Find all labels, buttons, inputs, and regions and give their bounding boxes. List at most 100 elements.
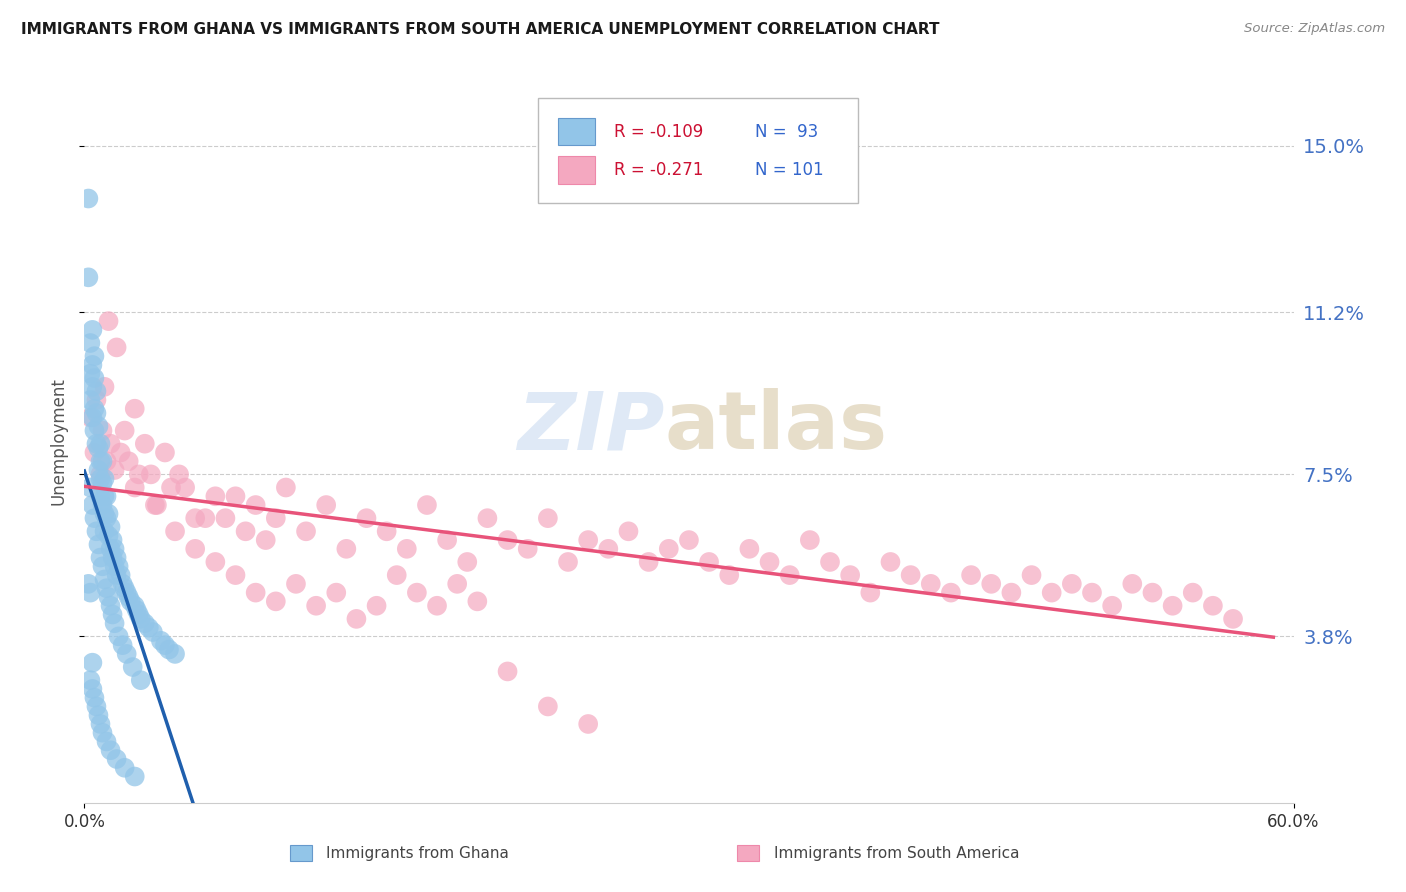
Point [1101,599,1123,613]
Point [366,599,388,613]
Point [100,520,122,534]
Point [91,424,114,438]
Point [436,533,458,547]
Point [87,419,110,434]
Point [82,323,104,337]
Bar [737,846,759,862]
Text: IMMIGRANTS FROM GHANA VS IMMIGRANTS FROM SOUTH AMERICA UNEMPLOYMENT CORRELATION : IMMIGRANTS FROM GHANA VS IMMIGRANTS FROM… [21,22,939,37]
Point [79,336,101,351]
Point [738,541,761,556]
Point [82,498,104,512]
Point [83,371,105,385]
Point [264,594,287,608]
Point [346,612,368,626]
Point [87,463,110,477]
Point [125,603,148,617]
Point [89,436,111,450]
Point [697,555,720,569]
Point [537,511,560,525]
Point [91,454,114,468]
Point [658,541,681,556]
Point [1161,599,1184,613]
Point [516,541,538,556]
Point [138,621,160,635]
Point [111,577,134,591]
Point [93,524,115,539]
Point [678,533,700,547]
Point [101,550,124,565]
Point [142,625,165,640]
Point [225,489,247,503]
Point [1121,577,1143,591]
Point [960,568,983,582]
Point [93,507,115,521]
Point [124,599,146,613]
Point [496,533,519,547]
Point [128,607,150,622]
Point [89,472,111,486]
Point [426,599,449,613]
Point [86,406,108,420]
Point [77,577,100,591]
Point [1181,585,1204,599]
Point [100,599,122,613]
Point [146,498,169,512]
Point [839,568,862,582]
Point [124,481,146,495]
Point [111,638,134,652]
Point [143,498,166,512]
Point [97,590,120,604]
Text: N = 101: N = 101 [755,161,824,179]
Point [101,533,124,547]
Point [82,410,104,425]
Bar [558,118,595,145]
Point [79,673,101,688]
Point [96,734,118,748]
Bar [558,156,595,184]
Point [325,585,347,599]
Point [118,590,141,604]
Point [79,481,101,495]
Point [124,401,146,416]
Y-axis label: Unemployment: Unemployment [49,377,67,506]
Point [305,599,328,613]
Point [97,507,120,521]
Point [395,541,418,556]
Point [105,568,128,582]
Point [174,481,197,495]
Point [900,568,922,582]
Point [100,436,122,450]
Point [77,192,100,206]
Point [576,533,599,547]
Point [89,454,111,468]
Point [779,568,801,582]
Point [134,616,156,631]
Point [225,568,247,582]
Point [93,489,115,503]
Point [96,511,118,525]
Point [114,424,136,438]
Point [105,752,128,766]
Point [115,647,138,661]
Point [375,524,398,539]
Point [165,647,187,661]
Point [91,725,114,739]
Point [980,577,1002,591]
Point [82,681,104,696]
Point [82,380,104,394]
Point [87,441,110,455]
Point [101,607,124,622]
Point [1000,585,1022,599]
Point [105,550,128,565]
Point [799,533,821,547]
Point [245,498,267,512]
Point [86,524,108,539]
Point [1081,585,1104,599]
Point [446,577,468,591]
Point [115,585,138,599]
Point [89,467,111,482]
Point [83,401,105,416]
Point [153,638,176,652]
Point [194,511,217,525]
Point [879,555,901,569]
